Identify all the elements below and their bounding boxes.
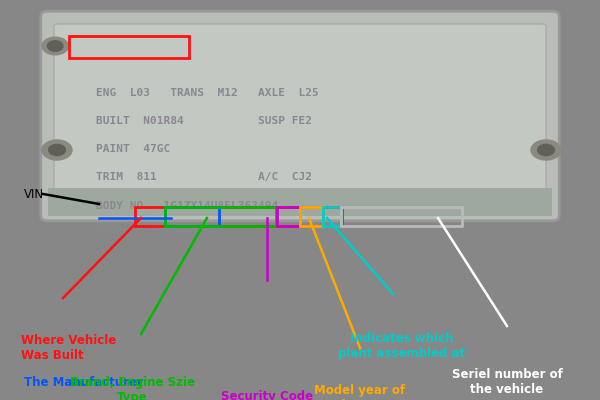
- FancyBboxPatch shape: [54, 24, 546, 206]
- Text: Security Code
Identifies The VIN
as being authorized
by the
manufacturer: Security Code Identifies The VIN as bein…: [201, 390, 333, 400]
- Bar: [135, 207, 342, 226]
- Text: Seriel number of
the vehicle: Seriel number of the vehicle: [452, 368, 562, 396]
- Text: MODEL   1GWWA52N-WT7: MODEL 1GWWA52N-WT7: [96, 226, 231, 236]
- Circle shape: [538, 144, 554, 156]
- Text: Brand, Engine Szie
Type: Brand, Engine Szie Type: [70, 376, 194, 400]
- Circle shape: [49, 144, 65, 156]
- Text: PAINT  47GC: PAINT 47GC: [96, 144, 170, 154]
- Circle shape: [47, 41, 63, 51]
- Circle shape: [531, 140, 561, 160]
- Circle shape: [42, 140, 72, 160]
- Text: BUILT  N01R84           SUSP FE2: BUILT N01R84 SUSP FE2: [96, 116, 312, 126]
- Text: Model year of
the car: Model year of the car: [314, 384, 406, 400]
- Text: BODY NO.  1G1ZX14U8EL363494: BODY NO. 1G1ZX14U8EL363494: [96, 201, 278, 211]
- Bar: [48, 188, 552, 216]
- Text: Indicates which
plant assembled at: Indicates which plant assembled at: [338, 332, 466, 360]
- Bar: [341, 207, 462, 226]
- FancyBboxPatch shape: [41, 11, 559, 221]
- Bar: [300, 207, 323, 226]
- Bar: [323, 207, 341, 226]
- Bar: [277, 207, 300, 226]
- Bar: [69, 36, 189, 58]
- Text: Where Vehicle
Was Built: Where Vehicle Was Built: [21, 334, 116, 362]
- Bar: [165, 207, 219, 226]
- Circle shape: [42, 37, 68, 55]
- Text: The Manufacturer: The Manufacturer: [24, 376, 143, 389]
- Text: VIN: VIN: [24, 188, 44, 200]
- Text: ENG  L03   TRANS  M12   AXLE  L25: ENG L03 TRANS M12 AXLE L25: [96, 88, 319, 98]
- Bar: [165, 207, 276, 226]
- Text: TRIM  811               A/C  CJ2: TRIM 811 A/C CJ2: [96, 172, 312, 182]
